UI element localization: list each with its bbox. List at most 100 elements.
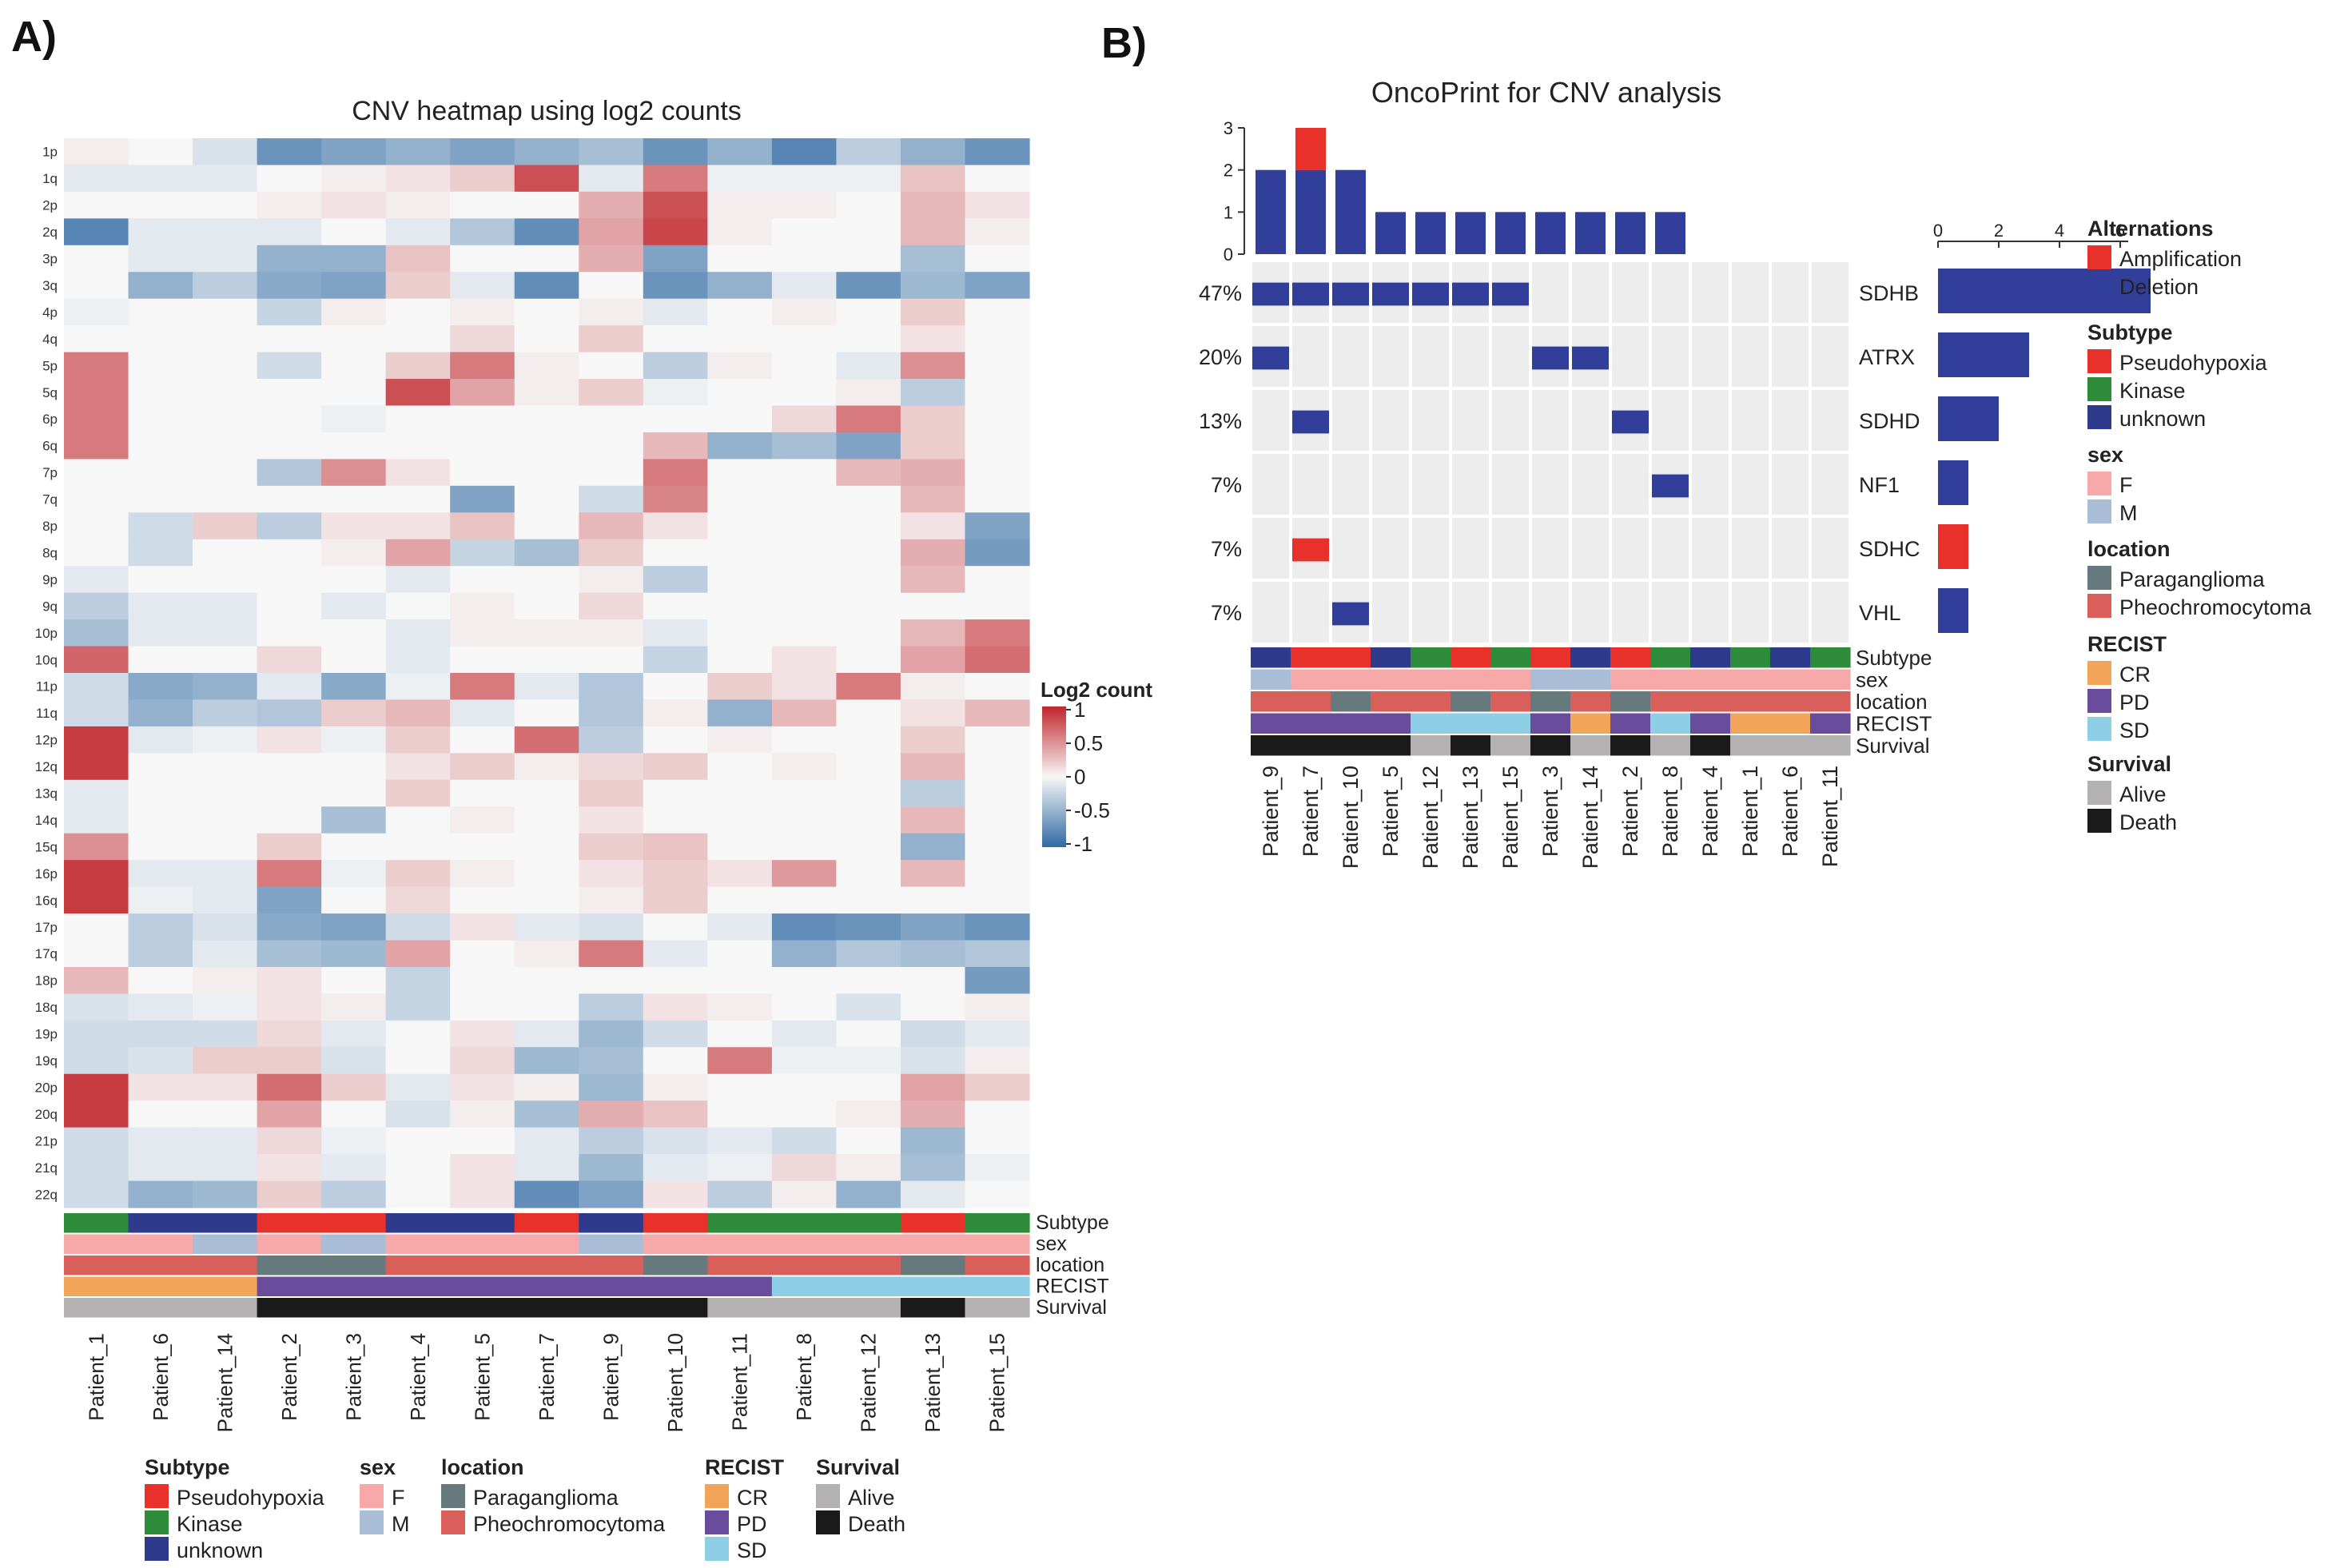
oncoprint-column-label: Patient_8 bbox=[1658, 766, 1682, 857]
oncoprint-annotation-cell bbox=[1530, 669, 1571, 690]
heatmap-cell bbox=[900, 165, 966, 193]
heatmap-cell bbox=[579, 325, 644, 353]
heatmap-cell bbox=[643, 592, 708, 620]
log2-colorbar-ticks: 1 0.5 0 -0.5 -1 bbox=[1066, 698, 1110, 856]
oncoprint-annotation-cell bbox=[1530, 691, 1571, 712]
heatmap-cell bbox=[257, 673, 322, 701]
heatmap-cell bbox=[257, 993, 322, 1021]
oncoprint-annotation-cell bbox=[1331, 735, 1371, 756]
heatmap-cell bbox=[450, 1127, 515, 1155]
heatmap-annotation-cell bbox=[836, 1256, 901, 1275]
heatmap-cell bbox=[128, 592, 193, 620]
heatmap-cell bbox=[579, 1127, 644, 1155]
oncoprint-annotation-cell bbox=[1690, 735, 1731, 756]
legend-title: location bbox=[441, 1455, 524, 1479]
oncoprint-annotation-cell bbox=[1690, 669, 1731, 690]
heatmap-cell bbox=[128, 753, 193, 781]
oncoprint-annotation-cell bbox=[1650, 691, 1691, 712]
heatmap-cell bbox=[707, 245, 773, 273]
heatmap-cell bbox=[514, 165, 579, 193]
oncoprint-annotation-cell bbox=[1770, 713, 1811, 734]
oncoprint-annotation-cell bbox=[1770, 669, 1811, 690]
heatmap-cell bbox=[771, 699, 837, 727]
heatmap-cell bbox=[771, 779, 837, 807]
heatmap-cell bbox=[579, 726, 644, 754]
heatmap-cell bbox=[193, 539, 258, 567]
heatmap-cell bbox=[385, 860, 451, 888]
heatmap-cell bbox=[64, 191, 129, 219]
heatmap-cell bbox=[193, 379, 258, 407]
heatmap-cell bbox=[64, 325, 129, 353]
oncoprint-alteration bbox=[1252, 346, 1289, 370]
heatmap-cell bbox=[643, 405, 708, 433]
heatmap-annotation-cell bbox=[643, 1256, 708, 1275]
heatmap-cell bbox=[450, 1020, 515, 1048]
heatmap-cell bbox=[965, 619, 1030, 647]
legend-title: Alternations bbox=[2087, 217, 2214, 241]
heatmap-cell bbox=[64, 485, 129, 513]
top-bar-deletion bbox=[1295, 169, 1326, 254]
heatmap-cell bbox=[643, 191, 708, 219]
oncoprint-cell bbox=[1692, 518, 1729, 579]
heatmap-cell bbox=[128, 352, 193, 380]
heatmap-cell bbox=[771, 379, 837, 407]
heatmap-cell bbox=[193, 298, 258, 326]
heatmap-cell bbox=[707, 779, 773, 807]
heatmap-cell bbox=[128, 1154, 193, 1182]
heatmap-annotation-cell bbox=[257, 1276, 322, 1296]
heatmap-cell bbox=[900, 993, 966, 1021]
heatmap-cell bbox=[965, 993, 1030, 1021]
heatmap-cell bbox=[836, 459, 901, 487]
legend-item-label: PD bbox=[2119, 690, 2150, 714]
top-bar-deletion bbox=[1535, 212, 1566, 254]
heatmap-cell bbox=[128, 298, 193, 326]
oncoprint-cell bbox=[1772, 454, 1809, 515]
heatmap-cell bbox=[128, 1100, 193, 1128]
heatmap-cell bbox=[64, 1127, 129, 1155]
heatmap-cell bbox=[450, 1100, 515, 1128]
heatmap-cell bbox=[643, 806, 708, 834]
heatmap-row-label: 13q bbox=[35, 786, 58, 802]
heatmap-cell bbox=[579, 1073, 644, 1101]
heatmap-cell bbox=[257, 886, 322, 914]
heatmap-cell bbox=[643, 966, 708, 994]
heatmap-cell bbox=[128, 539, 193, 567]
heatmap-cell bbox=[836, 886, 901, 914]
heatmap-cell bbox=[385, 379, 451, 407]
heatmap-cell bbox=[643, 993, 708, 1021]
heatmap-cell bbox=[193, 432, 258, 460]
heatmap-cell bbox=[900, 138, 966, 166]
oncoprint-column-label: Patient_4 bbox=[1698, 766, 1722, 857]
legend-item-label: SD bbox=[2119, 718, 2150, 742]
oncoprint-annotation-cell bbox=[1770, 647, 1811, 668]
oncoprint-annotation-cell bbox=[1530, 647, 1571, 668]
heatmap-cell bbox=[643, 138, 708, 166]
heatmap-cell bbox=[643, 245, 708, 273]
heatmap-cell bbox=[514, 779, 579, 807]
heatmap-cell bbox=[836, 673, 901, 701]
heatmap-annotation-cell bbox=[450, 1298, 515, 1318]
heatmap-cell bbox=[193, 138, 258, 166]
heatmap-cell bbox=[771, 619, 837, 647]
heatmap-cell bbox=[385, 272, 451, 300]
heatmap-cell bbox=[836, 485, 901, 513]
heatmap-cell bbox=[965, 966, 1030, 994]
heatmap-cell bbox=[514, 325, 579, 353]
heatmap-column-label: Patient_1 bbox=[84, 1333, 108, 1421]
heatmap-cell bbox=[450, 218, 515, 246]
log2-colorbar-tick-label: 0.5 bbox=[1074, 731, 1103, 755]
heatmap-cell bbox=[193, 1073, 258, 1101]
right-bar bbox=[1938, 269, 2151, 313]
heatmap-cell bbox=[707, 272, 773, 300]
heatmap-cell bbox=[514, 298, 579, 326]
heatmap-cell bbox=[64, 913, 129, 941]
oncoprint-cell bbox=[1332, 518, 1369, 579]
heatmap-row-label: 5p bbox=[42, 358, 58, 373]
heatmap-cell bbox=[579, 1100, 644, 1128]
legend-swatch bbox=[2087, 717, 2111, 741]
oncoprint-gene-label: NF1 bbox=[1859, 473, 1900, 497]
heatmap-annotation-cell bbox=[643, 1298, 708, 1318]
heatmap-cell bbox=[514, 726, 579, 754]
heatmap-row-label: 17q bbox=[35, 946, 58, 961]
heatmap-cell bbox=[257, 432, 322, 460]
